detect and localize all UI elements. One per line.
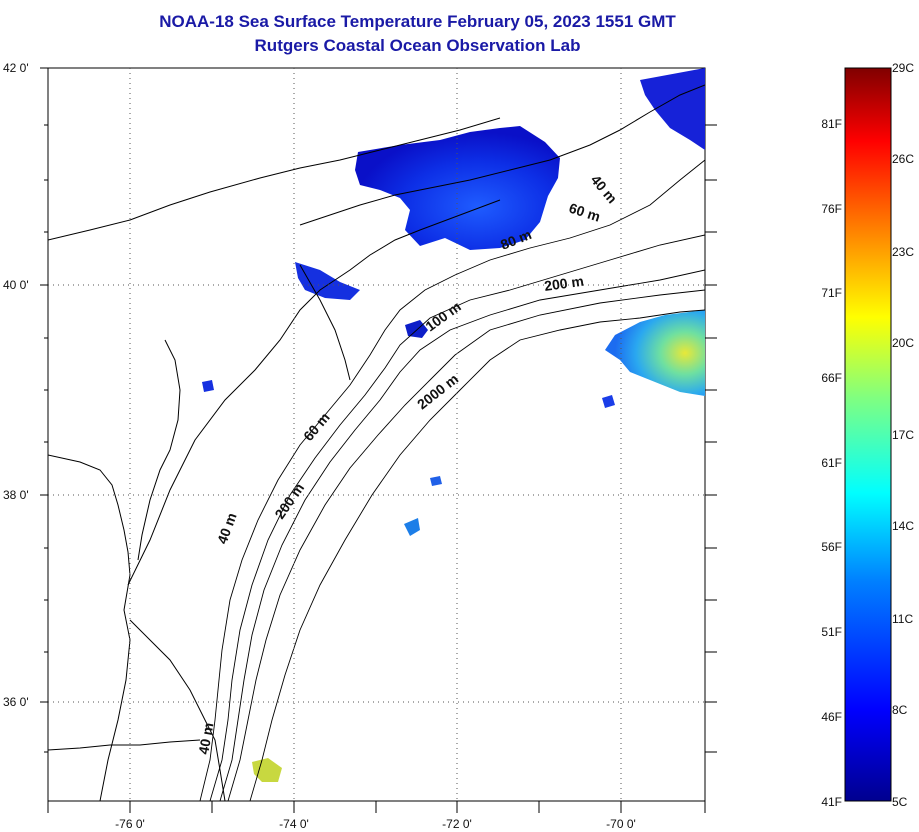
cb-f-76: 76F (821, 202, 842, 216)
cb-c-29: 29C (892, 61, 914, 75)
cb-c-8: 8C (892, 703, 908, 717)
depth-label-40m-south: 40 m (195, 721, 216, 755)
colorbar-celsius-labels: 29C 26C 23C 20C 17C 14C 11C 8C 5C (892, 61, 914, 809)
frame-ticks (40, 67, 717, 813)
lon-label-76: -76 0' (115, 817, 145, 831)
contour-2000m (249, 309, 705, 801)
colorbar-ramp (844, 67, 892, 802)
depth-label-200m-ne: 200 m (543, 273, 585, 294)
cb-f-71: 71F (821, 286, 842, 300)
lon-label-72: -72 0' (442, 817, 472, 831)
lat-label-36: 36 0' (3, 695, 29, 709)
colorbar: 29C 26C 23C 20C 17C 14C 11C 8C 5C 81F 76… (821, 61, 914, 809)
sst-cold-patch-nj (295, 262, 360, 300)
graticule (48, 68, 705, 801)
cb-f-61: 61F (821, 456, 842, 470)
lat-label-42: 42 0' (3, 61, 29, 75)
cb-c-11: 11C (892, 612, 913, 626)
cb-f-41: 41F (821, 795, 842, 809)
map-title: NOAA-18 Sea Surface Temperature February… (159, 12, 676, 31)
coastline-layer (48, 84, 705, 801)
cb-c-20: 20C (892, 336, 914, 350)
sst-small-patch-5 (202, 380, 214, 392)
cb-f-81: 81F (821, 117, 842, 131)
coastline-bay (137, 339, 181, 561)
coastline-nj (299, 264, 351, 381)
sst-small-patch-4 (252, 758, 282, 782)
cb-c-5: 5C (892, 795, 908, 809)
lat-label-40: 40 0' (3, 278, 29, 292)
contour-40m (199, 159, 705, 801)
contour-200m (227, 289, 705, 801)
cb-c-14: 14C (892, 519, 914, 533)
cb-c-17: 17C (892, 428, 914, 442)
coastline-main (48, 454, 131, 801)
coastline-lower (129, 619, 226, 801)
longitude-labels: -76 0' -74 0' -72 0' -70 0' (115, 817, 636, 831)
coastline-cape (48, 739, 201, 751)
contour-60m (209, 234, 705, 801)
sst-small-patch-2 (404, 518, 420, 536)
colorbar-fahrenheit-labels: 81F 76F 71F 66F 61F 56F 51F 46F 41F (821, 117, 842, 809)
cb-c-23: 23C (892, 245, 914, 259)
cb-f-46: 46F (821, 710, 842, 724)
sst-small-patch-1 (602, 395, 615, 408)
sst-cold-patch-ne (640, 68, 705, 150)
contour-80m (219, 269, 705, 801)
coastline-delmarva (127, 199, 501, 586)
cb-f-56: 56F (821, 540, 842, 554)
bathymetry-layer (199, 159, 705, 801)
cb-f-66: 66F (821, 371, 842, 385)
lon-label-74: -74 0' (279, 817, 309, 831)
lat-label-38: 38 0' (3, 488, 29, 502)
map-subtitle: Rutgers Coastal Ocean Observation Lab (254, 36, 581, 55)
coastline-upper (48, 117, 501, 241)
sst-warm-gulfstream (605, 310, 705, 396)
map-frame (47, 67, 706, 802)
cb-f-51: 51F (821, 625, 842, 639)
latitude-labels: 42 0' 40 0' 38 0' 36 0' (3, 61, 29, 709)
lon-label-70: -70 0' (606, 817, 636, 831)
cb-c-26: 26C (892, 152, 914, 166)
sst-small-patch-3 (430, 476, 442, 486)
coastline-li (299, 84, 705, 226)
